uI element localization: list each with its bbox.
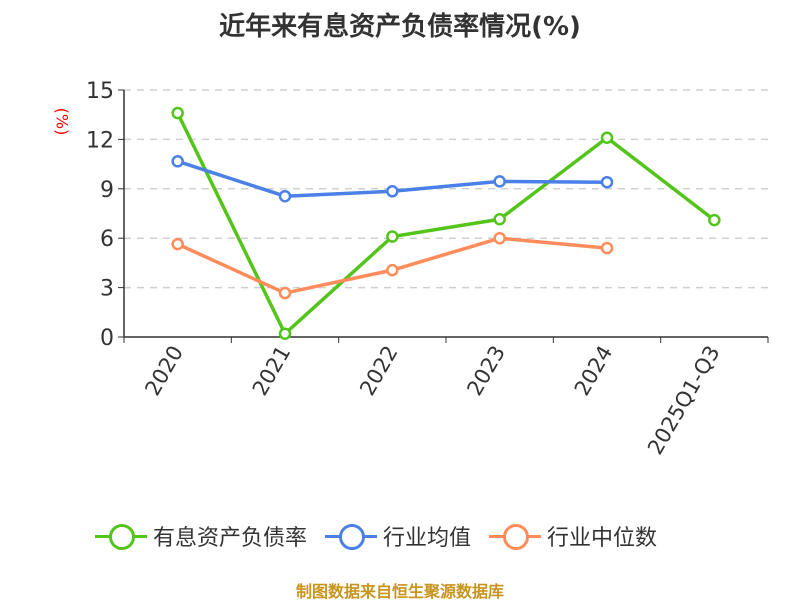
data-point[interactable] — [171, 106, 184, 120]
legend-marker-icon — [95, 521, 147, 551]
x-tick-label: 2023 — [462, 341, 510, 399]
legend-label: 行业中位数 — [547, 526, 658, 551]
legend-item-interest-debt-ratio[interactable]: 有息资产负债率 — [95, 520, 307, 552]
data-point[interactable] — [493, 231, 506, 245]
x-tick-label: 2025Q1-Q3 — [643, 342, 725, 459]
data-point[interactable] — [600, 131, 614, 145]
line-chart: 0 3 6 9 12 15 2020 2021 2022 2023 2024 2025Q1-Q3 — [86, 79, 769, 459]
legend-marker-icon — [489, 521, 542, 551]
series-line — [171, 231, 614, 300]
y-tick-label: 3 — [100, 277, 114, 302]
legend-label: 有息资产负债率 — [153, 526, 308, 551]
data-point[interactable] — [278, 286, 292, 300]
y-tick-label: 12 — [86, 128, 114, 153]
legend-item-industry-average[interactable]: 行业均值 — [325, 520, 471, 552]
x-tick-label: 2022 — [355, 342, 403, 400]
x-tick-label: 2021 — [248, 342, 296, 400]
data-source-note: 制图数据来自恒生聚源数据库 — [295, 582, 504, 601]
data-point[interactable] — [386, 230, 399, 243]
x-tick-label: 2020 — [140, 342, 188, 400]
y-tick-label: 0 — [100, 326, 114, 351]
data-point[interactable] — [171, 237, 184, 251]
y-tick-label: 15 — [86, 79, 114, 104]
legend: 有息资产负债率 行业均值 行业中位数 — [95, 520, 675, 552]
legend-marker-icon — [325, 521, 378, 551]
legend-item-industry-median[interactable]: 行业中位数 — [489, 520, 657, 552]
series-line — [171, 155, 614, 203]
y-tick-label: 9 — [100, 178, 114, 203]
series-line — [171, 106, 721, 340]
data-point[interactable] — [708, 213, 721, 227]
x-tick-label: 2024 — [570, 342, 618, 400]
data-point[interactable] — [278, 327, 292, 340]
data-point[interactable] — [278, 189, 292, 203]
data-point[interactable] — [493, 213, 506, 226]
data-point[interactable] — [600, 175, 614, 189]
data-point[interactable] — [386, 263, 399, 277]
data-point[interactable] — [171, 155, 184, 168]
chart-title: 近年来有息资产负债率情况(%) — [219, 12, 581, 42]
data-point[interactable] — [386, 185, 399, 198]
legend-label: 行业均值 — [383, 526, 472, 551]
y-tick-label: 6 — [100, 227, 114, 252]
data-point[interactable] — [493, 175, 506, 188]
data-point[interactable] — [600, 241, 614, 255]
